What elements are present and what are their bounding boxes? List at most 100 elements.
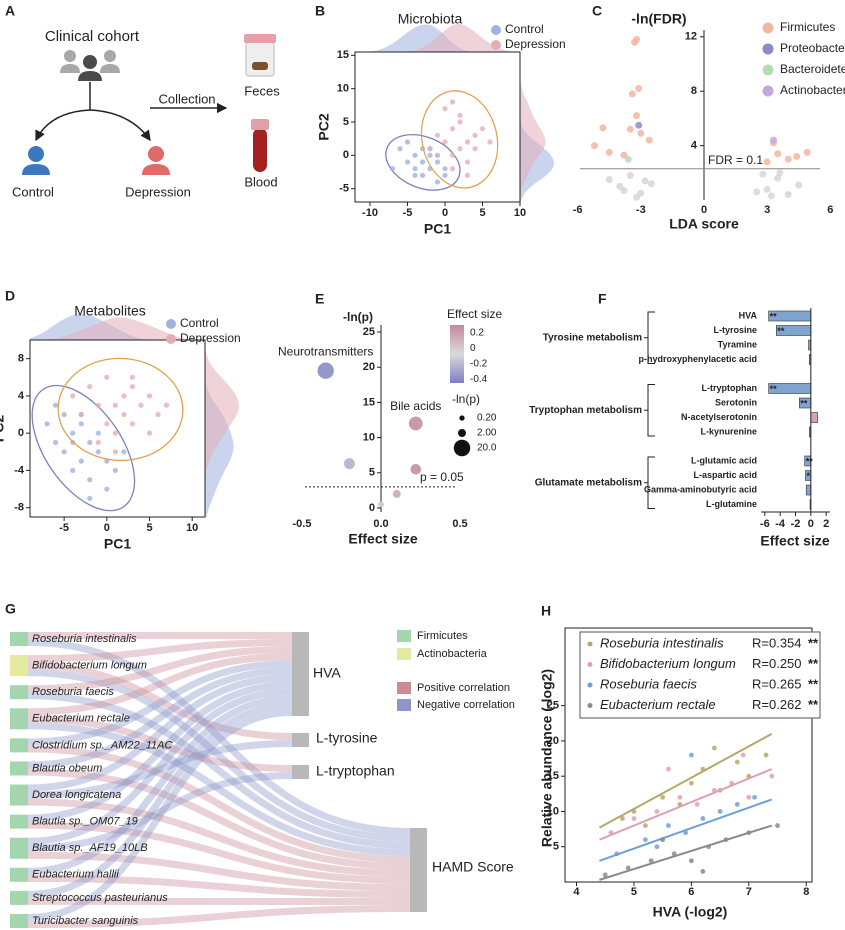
tube-cap — [251, 119, 269, 130]
legend-swatch — [762, 22, 774, 34]
point — [753, 188, 761, 196]
point — [688, 858, 694, 864]
point — [434, 179, 441, 185]
y-tick-label: 15 — [547, 770, 559, 782]
bar-label: Gamma-aminobutyric acid — [644, 484, 757, 494]
point — [442, 166, 448, 172]
density-right — [205, 340, 239, 517]
x-tick-label: 6 — [827, 204, 833, 216]
collection-label: Collection — [158, 91, 215, 106]
colorbar-tick-label: -0.2 — [470, 358, 488, 369]
bubble-label: Neurotransmitters — [278, 345, 373, 359]
sample-label: Feces — [244, 83, 280, 98]
plot-frame — [564, 627, 813, 883]
x-tick-label: 7 — [746, 886, 752, 898]
bubble — [410, 463, 422, 475]
legend-label: Eubacterium rectale — [600, 697, 716, 712]
confidence-ellipse — [57, 357, 184, 462]
size-legend-label: 0.20 — [477, 413, 497, 424]
group-label: Glutamate metabolism — [535, 477, 642, 488]
bar-label: Tyramine — [718, 339, 757, 349]
target-label: L-tyrosine — [316, 730, 378, 746]
taxon-label: Blautia sp._AF19_10LB — [32, 842, 148, 854]
y-tick-label: 4 — [18, 390, 25, 402]
fit-line — [599, 824, 773, 881]
y-tick-label: 8 — [18, 353, 24, 365]
taxon-label: Eubacterium hallii — [32, 869, 119, 881]
plot-frame — [354, 51, 521, 203]
point — [487, 139, 493, 145]
bubble — [392, 489, 401, 498]
point — [605, 176, 613, 184]
link — [27, 674, 293, 792]
link — [27, 851, 411, 891]
y-axis-label: PC2 — [316, 113, 332, 140]
y-tick-label: 4 — [691, 140, 698, 152]
size-legend-swatch — [453, 439, 471, 457]
point — [129, 374, 136, 380]
x-tick-label: -2 — [791, 518, 801, 530]
size-legend-title: -ln(p) — [452, 392, 480, 406]
point — [665, 823, 671, 828]
y-tick-label: -4 — [14, 464, 25, 476]
point — [677, 794, 683, 800]
point — [104, 421, 110, 427]
y-tick-label: 15 — [337, 49, 349, 61]
y-tick-label: 25 — [363, 326, 375, 338]
panel-letter: D — [5, 288, 15, 304]
taxon-node — [10, 738, 28, 753]
legend-label: Positive correlation — [417, 682, 510, 694]
x-tick-label: -5 — [403, 207, 413, 219]
point — [442, 106, 448, 112]
point — [78, 458, 84, 464]
point — [641, 177, 649, 185]
legend-label: Depression — [180, 331, 241, 345]
point — [434, 159, 441, 165]
density-right — [520, 52, 546, 202]
point — [774, 150, 782, 158]
point — [129, 383, 136, 390]
point — [688, 752, 694, 758]
significance: ** — [806, 456, 814, 466]
bubble-label: Bile acids — [390, 399, 441, 413]
blood-tube — [253, 128, 267, 172]
point — [457, 119, 463, 125]
y-tick-label: 20 — [547, 735, 559, 747]
point — [803, 148, 811, 156]
bar — [805, 484, 812, 496]
person-icon — [60, 50, 80, 73]
jar-lid — [244, 34, 276, 43]
point — [419, 159, 426, 165]
taxon-node — [10, 708, 28, 730]
feces-sample — [252, 62, 268, 70]
taxon-label: Bifidobacterium longum — [32, 659, 147, 671]
point — [620, 186, 628, 194]
point — [61, 449, 67, 455]
legend-swatch — [762, 64, 774, 76]
legend-swatch — [166, 319, 176, 329]
link — [27, 874, 411, 898]
arrow — [89, 109, 151, 142]
x-tick-label: 0 — [808, 518, 814, 530]
point — [397, 146, 403, 152]
point — [104, 486, 110, 492]
point — [631, 38, 638, 46]
point — [78, 411, 84, 418]
point — [784, 191, 792, 199]
taxon-label: Roseburia intestinalis — [32, 633, 137, 645]
point — [734, 759, 740, 765]
point — [700, 869, 706, 874]
point — [112, 449, 118, 455]
significance: ** — [808, 697, 819, 712]
legend-swatch — [587, 703, 593, 708]
link — [27, 646, 293, 693]
point — [767, 192, 775, 200]
point — [457, 146, 463, 152]
target-node — [292, 632, 309, 716]
legend-label: Control — [180, 316, 219, 330]
x-tick-label: 3 — [764, 204, 770, 216]
x-tick-label: -6 — [573, 204, 583, 216]
confidence-ellipse — [385, 134, 461, 191]
legend-label: Bacteroidetes — [780, 62, 845, 76]
legend-label: Firmicutes — [417, 630, 468, 642]
